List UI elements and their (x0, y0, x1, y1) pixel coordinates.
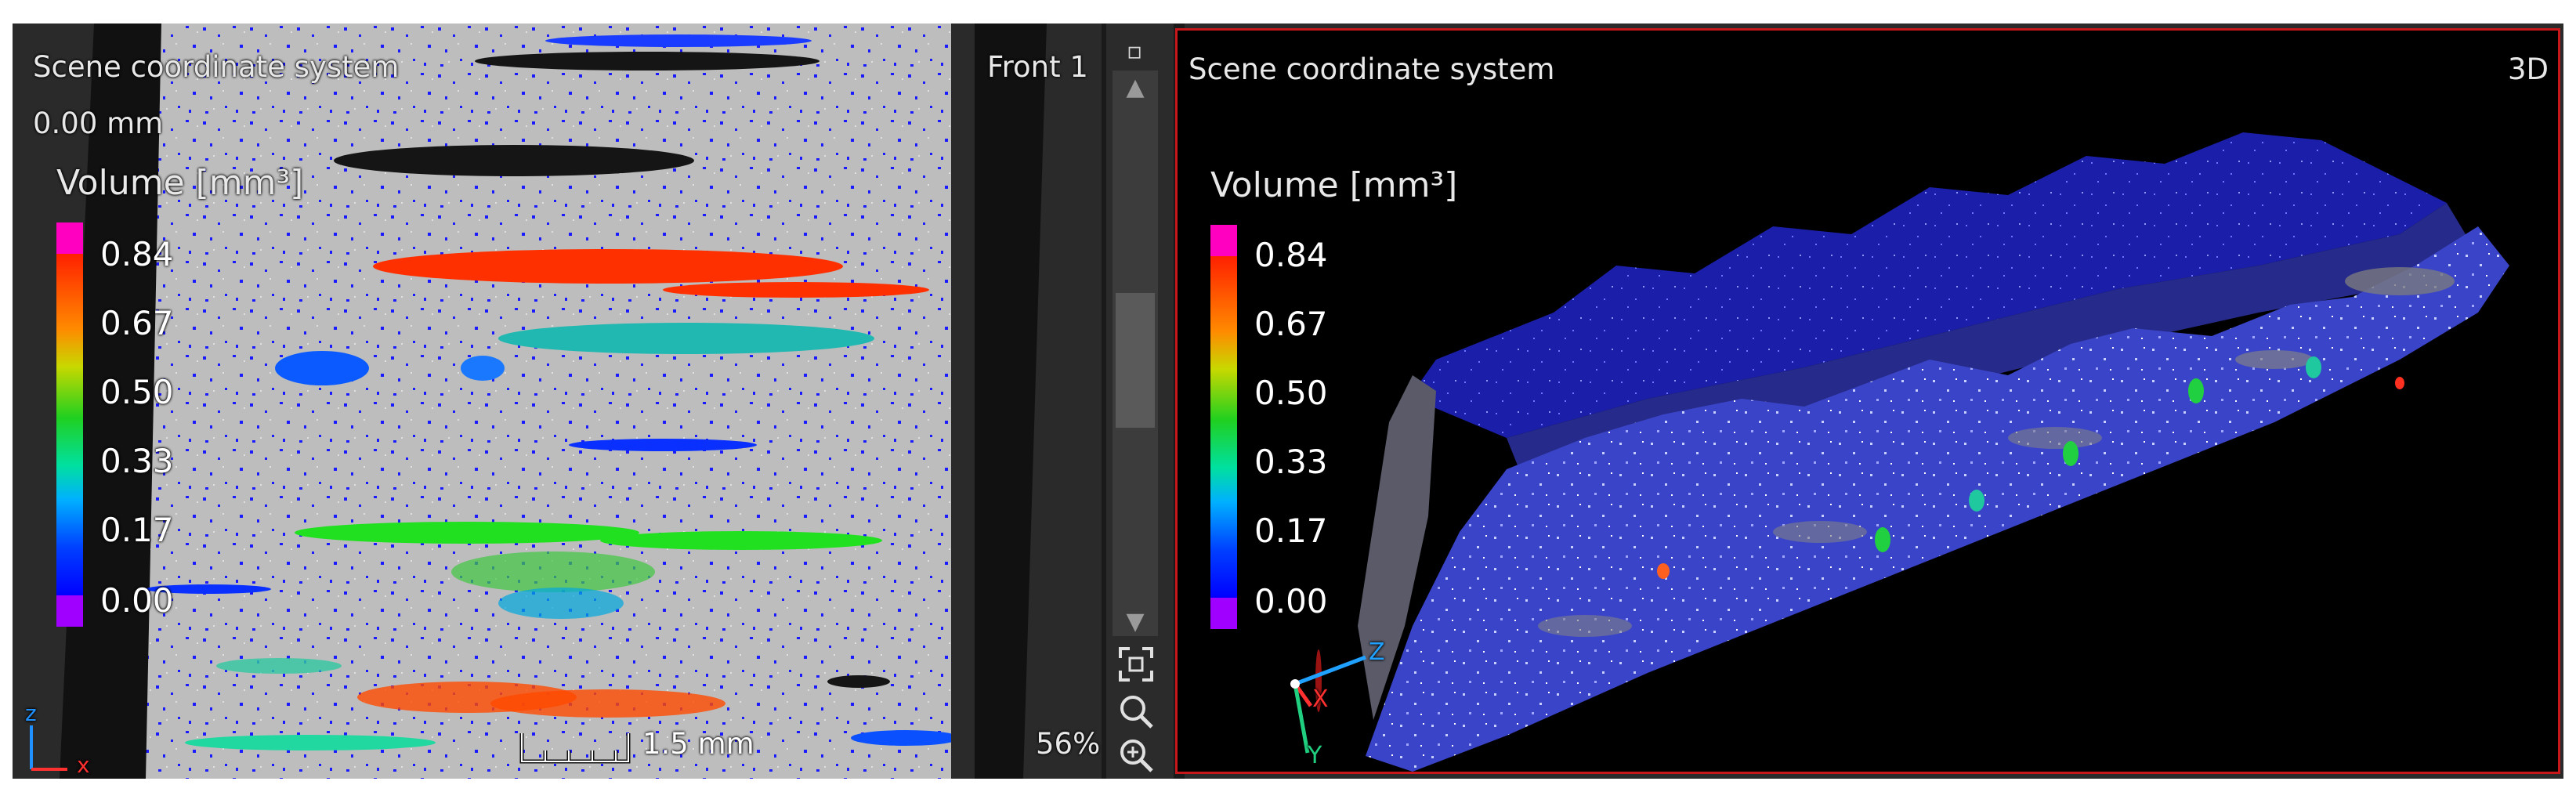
scale-bar (519, 733, 631, 764)
3d-axis-triad (1290, 655, 1366, 754)
view-name-label: Front 1 (987, 50, 1088, 84)
scroll-up-icon[interactable]: ▲ (1126, 74, 1145, 101)
legend-tick: 0.00 (100, 581, 174, 620)
colorbar-over-swatch (1210, 225, 1237, 256)
legend-tick: 0.84 (1254, 236, 1328, 274)
maximize-icon[interactable]: ▫ (1126, 38, 1143, 65)
legend-tick: 0.17 (100, 511, 174, 549)
slice-viewport[interactable]: Scene coordinate system 0.00 mm Front 1 … (13, 24, 1185, 779)
legend-tick: 0.33 (1254, 443, 1328, 481)
legend-tick: 0.67 (100, 304, 174, 342)
colorbar-gradient (56, 254, 83, 595)
colorbar-under-swatch (1210, 598, 1237, 629)
scale-bar-label: 1.5 mm (642, 727, 754, 761)
legend-tick: 0.84 (100, 235, 174, 273)
ct-slice-image (13, 24, 1102, 779)
legend-title: Volume [mm³] (56, 163, 304, 203)
magnifier-icon[interactable] (1116, 691, 1156, 732)
3d-viewport[interactable]: Scene coordinate system 3D Volume [mm³] … (1175, 28, 2560, 774)
scrollbar-thumb[interactable] (1116, 293, 1155, 428)
colorbar-over-swatch (56, 222, 83, 254)
legend-tick: 0.50 (100, 373, 174, 411)
legend-tick: 0.00 (1254, 582, 1328, 620)
fit-view-icon[interactable] (1116, 644, 1156, 685)
axis-z-label: Z (1369, 638, 1385, 666)
legend-tick: 0.33 (100, 442, 174, 480)
zoom-level: 56% (1036, 727, 1101, 761)
slice-depth-value: 0.00 mm (33, 107, 164, 140)
legend-tick: 0.50 (1254, 374, 1328, 412)
colorbar-gradient (1210, 256, 1237, 598)
legend-tick: 0.17 (1254, 512, 1328, 550)
axis-x-label: X (1312, 685, 1329, 713)
axis-z-label: z (25, 700, 37, 726)
axis-x-label: x (77, 752, 90, 778)
zoom-in-icon[interactable] (1116, 735, 1156, 776)
view-name-label: 3D (2507, 52, 2549, 86)
axis-triad (30, 725, 67, 771)
analysis-app: Scene coordinate system 0.00 mm Front 1 … (13, 24, 2563, 779)
legend-tick: 0.67 (1254, 305, 1328, 343)
coordinate-system-label: Scene coordinate system (33, 50, 400, 84)
3d-volume-render (1315, 132, 2509, 772)
axis-y-label: Y (1308, 742, 1322, 769)
colorbar-under-swatch (56, 595, 83, 627)
coordinate-system-label: Scene coordinate system (1189, 52, 1555, 86)
legend-title: Volume [mm³] (1210, 165, 1458, 205)
scroll-down-icon[interactable]: ▼ (1126, 608, 1145, 635)
